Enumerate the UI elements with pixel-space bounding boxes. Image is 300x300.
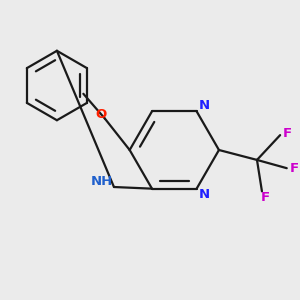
Text: N: N	[198, 188, 209, 201]
Text: methoxy: methoxy	[62, 85, 102, 94]
Text: NH: NH	[90, 175, 112, 188]
Text: F: F	[283, 127, 292, 140]
Text: F: F	[261, 191, 270, 205]
Text: F: F	[290, 162, 299, 175]
Text: N: N	[198, 99, 209, 112]
Text: methoxy: methoxy	[80, 89, 86, 90]
Text: methoxy: methoxy	[59, 76, 101, 85]
Text: O: O	[95, 108, 106, 121]
